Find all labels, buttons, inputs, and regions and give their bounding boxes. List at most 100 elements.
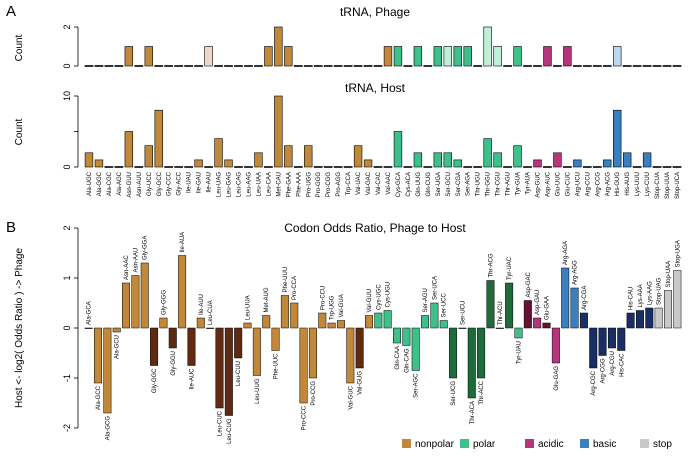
bar-label: Met-AUG: [264, 287, 270, 312]
category-label: Pro-UGG: [306, 172, 312, 197]
bar: [336, 320, 345, 329]
category-label: Ala-CGC: [107, 171, 113, 196]
category-label: Leu-AAG: [246, 172, 252, 197]
bar: [154, 109, 163, 168]
bar: [215, 327, 224, 409]
y-tick-label: 0: [62, 325, 72, 330]
bar-label: Gly-GGC: [152, 368, 158, 393]
category-label: Trp-CCA: [346, 172, 352, 195]
category-label: Ser-GCU: [446, 172, 452, 197]
bar-label: Thr-ACC: [479, 380, 485, 404]
bar: [645, 307, 654, 329]
bar: [280, 295, 289, 329]
bar-label: Thr-ACU: [498, 301, 504, 325]
legend: nonpolar polar acidic basic stop: [402, 439, 672, 450]
bar: [363, 159, 373, 168]
bar: [443, 46, 452, 67]
bar-label: Leu-UUG: [255, 378, 261, 404]
bar: [563, 46, 572, 67]
category-label: Pro-GGG: [316, 172, 322, 198]
bar: [570, 287, 579, 329]
bar: [187, 327, 196, 366]
bar: [364, 315, 373, 329]
bar-label: Thr-ACA: [470, 401, 476, 424]
bar: [533, 317, 542, 329]
bar: [483, 26, 492, 67]
bar-label: Arg-CGA: [582, 286, 588, 310]
bar: [449, 327, 458, 379]
bar-label: Ile-AUA: [180, 232, 186, 253]
category-label: Arg-ACG: [605, 172, 611, 197]
category-label: Stop-UUA: [665, 172, 671, 199]
bar-label: Phe-UUC: [274, 353, 280, 379]
bar-label: Gly-GGU: [171, 351, 177, 376]
category-label: Thr-AGU: [506, 172, 512, 196]
phage-trna-chart: 02: [62, 24, 682, 69]
bar-label: Ser-AGC: [414, 373, 420, 398]
bar-label: Thr-ACG: [488, 253, 494, 277]
category-label: Thr-GGU: [486, 172, 492, 197]
bar: [374, 312, 383, 329]
bar-label: Pro-CCG: [311, 381, 317, 406]
bar: [513, 145, 522, 168]
category-label: Ala-AGC: [117, 171, 123, 195]
bar: [299, 327, 308, 404]
bar-label: Ser-UCC: [442, 292, 448, 317]
phage-trna-title: tRNA, Phage: [340, 5, 410, 19]
bar: [94, 327, 103, 384]
bar-label: Gln-CAA: [395, 346, 401, 370]
category-label: Val-UAC: [356, 171, 362, 195]
category-label: Ser-UGA: [436, 172, 442, 196]
bar-label: Tyr-UAC: [507, 256, 513, 280]
category-label: Leu-CAA: [266, 172, 272, 196]
bar: [252, 327, 261, 376]
bar: [495, 327, 504, 329]
bar: [206, 327, 215, 329]
category-label: Gly-UCC: [147, 171, 153, 196]
bar: [274, 95, 283, 168]
bar: [411, 327, 420, 371]
bar: [493, 152, 502, 168]
category-label: Stop-CUA: [655, 172, 661, 199]
odds-ratio-title: Codon Odds Ratio, Phage to Host: [284, 221, 466, 235]
bar-label: Arg-AGG: [573, 260, 579, 285]
bar: [533, 159, 542, 168]
bar-label: Cys-UGU: [386, 282, 392, 308]
category-label: Asn-AUU: [137, 172, 143, 197]
bar-label: His-CAC: [619, 353, 625, 377]
bar-label: Arg-CGC: [591, 370, 597, 395]
y-tick-label: 0: [62, 63, 72, 68]
y-tick-label: -1: [62, 374, 72, 382]
category-label: Thr-UGU: [476, 172, 482, 196]
bar: [542, 322, 551, 329]
bar: [383, 310, 392, 329]
category-label: Tyr-AUA: [526, 172, 532, 195]
bar: [663, 290, 672, 329]
bar: [84, 327, 93, 329]
bar: [439, 320, 448, 329]
bar: [224, 327, 233, 416]
bar: [493, 46, 502, 67]
bar: [214, 138, 223, 168]
bar: [262, 315, 271, 329]
category-label: Val-GAC: [366, 171, 372, 195]
host-trna-chart: 0 10 Ala-UGC Ala-GGC Ala-CGC Ala-AGC Asn-GUU As…: [62, 91, 682, 199]
bar-label: Lys-AAG: [647, 281, 653, 305]
host-y-axis-label: Count: [14, 118, 25, 145]
legend-label: stop: [653, 439, 672, 450]
bar: [150, 327, 159, 366]
category-label: Gly-ACC: [177, 171, 183, 195]
bar: [613, 109, 622, 168]
bar-label: Leu-CUU: [236, 361, 242, 386]
bar-label: Glu-GAA: [545, 296, 551, 320]
bar: [642, 152, 652, 168]
bar: [284, 46, 293, 67]
bar: [124, 131, 134, 168]
bar-label: Glu-GAG: [554, 366, 560, 391]
bar-label: Lys-AAA: [638, 284, 644, 307]
bar: [573, 159, 582, 168]
bar-label: Stop-UGA: [675, 240, 681, 267]
bar-label: Ser-UCA: [432, 276, 438, 300]
bar: [458, 327, 467, 329]
category-label: Tyr-GUA: [516, 172, 522, 195]
